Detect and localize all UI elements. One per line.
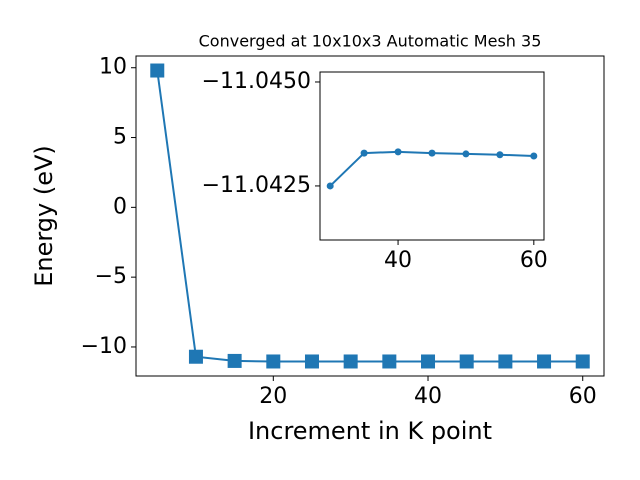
y-tick-label: −11.0425 <box>202 173 311 198</box>
data-point <box>575 354 590 369</box>
data-point <box>266 354 281 369</box>
x-axis-label: Increment in K point <box>248 417 492 445</box>
data-point <box>394 148 402 156</box>
data-point <box>459 354 474 369</box>
x-tick-label: 20 <box>259 384 287 409</box>
x-tick-label: 40 <box>384 248 412 273</box>
data-point <box>537 354 552 369</box>
data-point <box>360 149 368 157</box>
y-tick-label: 5 <box>113 125 127 150</box>
data-point <box>304 354 319 369</box>
data-point <box>496 151 504 159</box>
y-axis-label: Energy (eV) <box>30 145 58 287</box>
y-tick-label: −10 <box>81 334 127 359</box>
data-point <box>227 353 242 368</box>
y-tick-label: −5 <box>95 264 127 289</box>
x-tick-label: 40 <box>414 384 442 409</box>
data-point <box>188 349 203 364</box>
y-tick-label: 0 <box>113 194 127 219</box>
chart-title: Converged at 10x10x3 Automatic Mesh 35 <box>199 32 542 51</box>
data-point <box>462 150 470 158</box>
data-point <box>421 354 436 369</box>
data-point <box>428 149 436 157</box>
data-point <box>530 152 538 160</box>
y-tick-label: −11.0450 <box>202 69 311 94</box>
data-point <box>343 354 358 369</box>
data-point <box>326 182 334 190</box>
data-point <box>382 354 397 369</box>
y-tick-label: 10 <box>99 55 127 80</box>
x-tick-label: 60 <box>569 384 597 409</box>
data-point <box>150 63 165 78</box>
data-point <box>498 354 513 369</box>
x-tick-label: 60 <box>520 248 548 273</box>
